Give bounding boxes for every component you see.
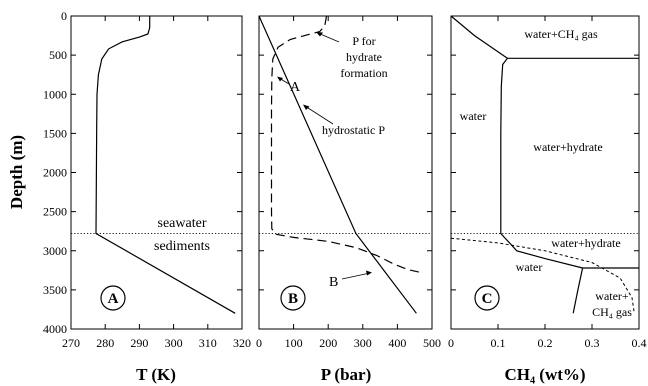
hydrostatic-arrow	[304, 105, 334, 125]
panel-c-label-circle	[474, 285, 500, 311]
x-tick-label: 0.2	[538, 336, 553, 350]
panel-a-y-ticks: 0 500 1000 1500 2000 2500 3000 3500 4000	[43, 9, 242, 336]
x-tick-label: 300	[165, 336, 183, 350]
hydrate-formation-pressure-line	[270, 15, 422, 274]
y-tick-label: 1500	[43, 126, 67, 140]
y-tick-label: 3500	[43, 283, 67, 297]
water-hydrate-upper-label: water+hydrate	[533, 140, 602, 154]
x-tick-label: 100	[285, 336, 303, 350]
panel-b-x-axis-label: P (bar)	[321, 365, 372, 384]
formation-label: formation	[340, 66, 387, 80]
y-tick-label: 1000	[43, 87, 67, 101]
panel-b-label-circle	[280, 285, 306, 311]
hydrate-label: hydrate	[346, 50, 382, 64]
x-tick-label: 0	[448, 336, 454, 350]
x-tick-label: 500	[423, 336, 441, 350]
y-tick-label: 2000	[43, 166, 67, 180]
x-tick-label: 200	[319, 336, 337, 350]
panel-c-frame	[450, 15, 640, 330]
x-tick-label: 400	[388, 336, 406, 350]
marker-b-arrow	[341, 272, 371, 280]
water-upper-label: water	[460, 109, 487, 123]
panel-b: 0 100 200 300 400 500 P for hydrate formation…	[256, 15, 441, 384]
x-tick-label: 0.3	[585, 336, 600, 350]
y-tick-label: 500	[49, 48, 67, 62]
x-tick-label: 310	[199, 336, 217, 350]
hydrostatic-arrowhead	[303, 104, 310, 110]
p-for-arrowhead	[316, 32, 323, 37]
hydrostatic-pressure-line	[258, 15, 417, 314]
y-tick-label: 4000	[43, 322, 67, 336]
x-tick-label: 0.1	[491, 336, 506, 350]
water-plus-label: water+	[595, 289, 629, 303]
panel-a-x-axis-label: T (K)	[136, 365, 176, 384]
x-tick-label: 300	[354, 336, 372, 350]
ch4-gas-label: CH₄ gas	[592, 305, 632, 319]
panel-c: 0 0.1 0.2 0.3 0.4 water+CH₄ gas water water+…	[448, 15, 647, 384]
panel-c-x-ticks: 0 0.1 0.2 0.3 0.4	[448, 15, 647, 350]
x-tick-label: 0	[256, 336, 262, 350]
x-tick-label: 320	[233, 336, 251, 350]
panel-a-label: A	[108, 291, 119, 307]
p-for-label: P for	[352, 34, 375, 48]
seawater-label: seawater	[158, 216, 207, 231]
y-tick-label: 3000	[43, 244, 67, 258]
panel-c-x-axis-label: CH₄ (wt%)	[504, 365, 585, 384]
panel-b-x-ticks: 0 100 200 300 400 500	[256, 15, 441, 350]
x-tick-label: 270	[62, 336, 80, 350]
panel-a-x-ticks: 270 280 290 300 310 320	[62, 16, 251, 350]
x-tick-label: 290	[130, 336, 148, 350]
panel-a-label-circle	[100, 285, 126, 311]
marker-b-arrowhead	[366, 270, 372, 276]
marker-a-label: A	[290, 80, 301, 95]
y-tick-label: 0	[61, 9, 67, 23]
sediments-label: sediments	[154, 239, 210, 254]
water-hydrate-lower-label: water+hydrate	[551, 236, 620, 250]
marker-b-label: B	[329, 275, 338, 290]
solubility-line	[450, 15, 583, 269]
marker-a-arrowhead	[277, 76, 283, 82]
y-tick-label: 2500	[43, 205, 67, 219]
lower-phase-boundary-line	[572, 267, 584, 314]
water-lower-label: water	[516, 260, 543, 274]
x-tick-label: 0.4	[632, 336, 647, 350]
y-axis-label: Depth (m)	[7, 135, 26, 209]
panel-b-label: B	[288, 291, 298, 307]
hydrostatic-p-label: hydrostatic P	[322, 123, 385, 137]
temperature-profile-line	[95, 16, 236, 314]
x-tick-label: 280	[96, 336, 114, 350]
water-ch4-gas-label: water+CH₄ gas	[524, 27, 598, 41]
panel-c-label: C	[482, 291, 493, 307]
dashed-solubility-line	[450, 237, 635, 314]
